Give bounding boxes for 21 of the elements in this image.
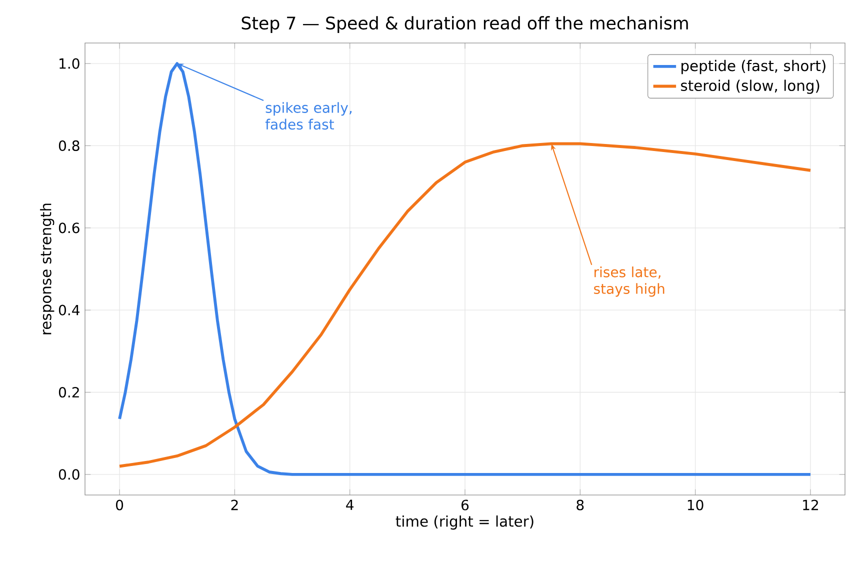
x-tick-label: 4: [346, 500, 354, 510]
x-tick-label: 12: [803, 500, 818, 510]
y-tick-label: 0.6: [58, 222, 80, 234]
chart-title: Step 7 — Speed & duration read off the mechanism: [242, 16, 688, 33]
x-tick-label: 8: [576, 500, 584, 510]
annotation: spikes early, fades fast: [265, 102, 352, 130]
x-tick-label: 0: [116, 500, 124, 510]
y-tick-label: 0.4: [58, 304, 80, 316]
annotation: rises late, stays high: [594, 266, 664, 297]
x-axis-title: time (right = later): [396, 515, 534, 530]
y-axis-title: response strength: [40, 204, 54, 334]
y-tick-label: 0.0: [58, 469, 80, 480]
line-series: [118, 142, 812, 468]
y-tick-label: 0.8: [58, 140, 80, 152]
legend-label: steroid (slow, long): [680, 80, 820, 94]
x-tick-label: 10: [688, 500, 704, 510]
y-tick-label: 1.0: [60, 58, 80, 69]
x-tick-label: 2: [231, 500, 238, 510]
x-tick-label: 6: [462, 500, 469, 510]
y-tick-label: 0.2: [58, 386, 79, 398]
legend-label: peptide (fast, short): [682, 60, 826, 74]
